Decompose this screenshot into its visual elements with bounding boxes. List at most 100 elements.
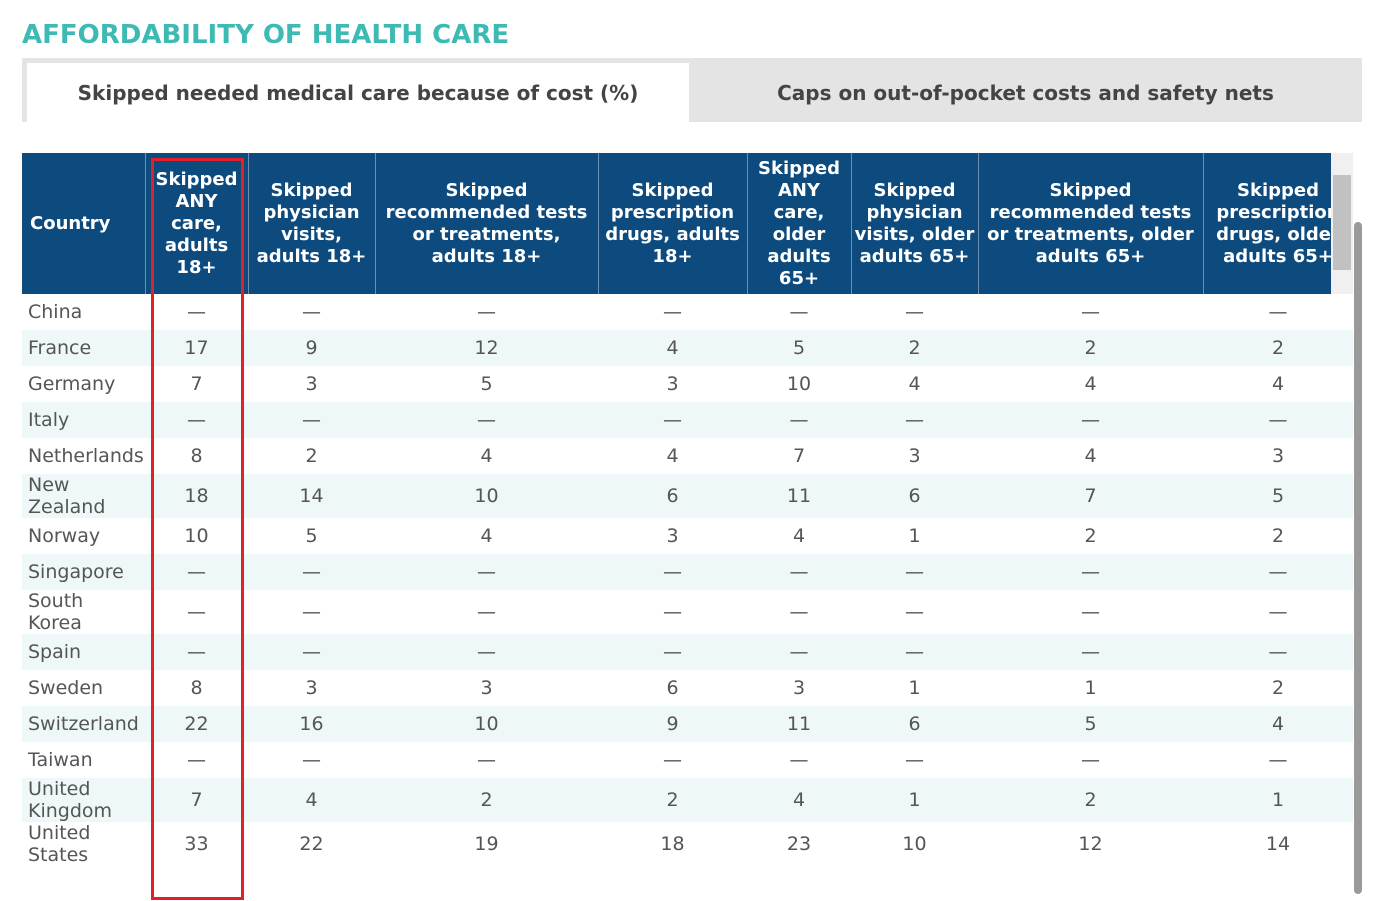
value-cell: 10 xyxy=(786,373,812,395)
value-cell: 2 xyxy=(1084,525,1097,547)
tab-bar: Skipped needed medical care because of c… xyxy=(22,58,1362,122)
value-cell: 1 xyxy=(851,778,978,822)
value-cell: 12 xyxy=(1078,833,1103,855)
column-header: Skipped prescription drugs, adults 18+ xyxy=(598,153,748,294)
value-cell: 23 xyxy=(786,833,812,855)
tab[interactable]: Skipped needed medical care because of c… xyxy=(27,63,689,122)
table-row: United Kingdom 7 4 2 2 4 1 2 1 xyxy=(22,778,1353,822)
value-cell: 8 xyxy=(190,677,203,699)
value-cell: 2 xyxy=(305,445,318,467)
table-container: Country Skipped ANY care, adults 18+ Skipp… xyxy=(22,153,1353,901)
value-cell: 2 xyxy=(598,778,747,822)
table-row: Sweden 8 3 3 6 3 1 1 2 xyxy=(22,670,1353,706)
value-cell: — xyxy=(145,402,248,438)
value-cell: — xyxy=(1081,749,1100,771)
data-table: Country Skipped ANY care, adults 18+ Skipp… xyxy=(22,153,1353,866)
value-cell: — xyxy=(851,554,978,590)
page-title: AFFORDABILITY OF HEALTH CARE xyxy=(22,20,510,50)
country-cell: Taiwan xyxy=(28,749,93,771)
value-cell: — xyxy=(1268,749,1288,771)
tab[interactable]: Caps on out-of-pocket costs and safety n… xyxy=(777,80,1274,105)
value-cell: — xyxy=(598,554,747,590)
country-cell: South Korea xyxy=(28,590,84,634)
value-cell: 4 xyxy=(747,778,851,822)
value-cell: 11 xyxy=(747,474,851,518)
country-cell: Singapore xyxy=(22,554,145,590)
value-cell: 5 xyxy=(747,330,851,366)
column-header: Country xyxy=(22,153,146,294)
value-cell: — xyxy=(1268,301,1288,323)
value-cell: 14 xyxy=(248,474,375,518)
value-cell: — xyxy=(477,601,496,623)
column-header: Skipped recommended tests or treatments,… xyxy=(978,153,1204,294)
value-cell: 1 xyxy=(908,677,921,699)
country-cell: Germany xyxy=(28,373,116,395)
value-cell: 7 xyxy=(792,445,806,467)
value-cell: 3 xyxy=(666,373,679,395)
value-cell: 6 xyxy=(598,474,747,518)
value-cell: 3 xyxy=(908,445,921,467)
value-cell: 18 xyxy=(145,474,248,518)
column-header: Skipped physician visits, adults 18+ xyxy=(248,153,376,294)
value-cell: 5 xyxy=(978,706,1203,742)
value-cell: 1 xyxy=(908,525,921,547)
value-cell: 10 xyxy=(902,833,927,855)
value-cell: 2 xyxy=(1271,677,1285,699)
value-cell: 5 xyxy=(1203,474,1353,518)
value-cell: 4 xyxy=(1084,373,1097,395)
value-cell: — xyxy=(375,634,598,670)
value-cell: 4 xyxy=(792,525,806,547)
country-cell: Switzerland xyxy=(22,706,145,742)
value-cell: — xyxy=(1081,301,1100,323)
value-cell: 18 xyxy=(660,833,685,855)
value-cell: — xyxy=(187,601,206,623)
column-header: Skipped physician visits, older adults 6… xyxy=(851,153,979,294)
country-cell: United Kingdom xyxy=(22,778,145,822)
value-cell: 2 xyxy=(1203,330,1353,366)
value-cell: 12 xyxy=(375,330,598,366)
country-cell: France xyxy=(22,330,145,366)
value-cell: — xyxy=(248,554,375,590)
scrollbar[interactable] xyxy=(1354,222,1362,894)
value-cell: 9 xyxy=(598,706,747,742)
value-cell: — xyxy=(302,601,321,623)
country-cell: United States xyxy=(28,822,91,866)
value-cell: 7 xyxy=(145,778,248,822)
value-cell: — xyxy=(598,634,747,670)
value-cell: — xyxy=(747,554,851,590)
country-cell: Spain xyxy=(22,634,145,670)
country-cell: Italy xyxy=(22,402,145,438)
value-cell: — xyxy=(375,402,598,438)
value-cell: 6 xyxy=(666,677,679,699)
table-row: Singapore — — — — — — — — xyxy=(22,554,1353,590)
value-cell: — xyxy=(747,402,851,438)
table-row: France 17 9 12 4 5 2 2 2 xyxy=(22,330,1353,366)
value-cell: 5 xyxy=(480,373,493,395)
column-header: Skipped ANY care, adults 18+ xyxy=(145,153,249,294)
value-cell: — xyxy=(145,554,248,590)
value-cell: — xyxy=(978,554,1203,590)
table-body: China — — — — — — — — France 17 9 12 4 5 2 2 2 Germany 7 3 5 3… xyxy=(22,294,1353,866)
value-cell: 4 xyxy=(666,445,679,467)
value-cell: 1 xyxy=(1084,677,1097,699)
table-row: Netherlands 8 2 4 4 7 3 4 3 xyxy=(22,438,1353,474)
value-cell: 4 xyxy=(480,525,493,547)
value-cell: 7 xyxy=(190,373,203,395)
country-cell: Sweden xyxy=(28,677,104,699)
value-cell: 2 xyxy=(978,330,1203,366)
country-cell: New Zealand xyxy=(22,474,145,518)
table-row: Taiwan — — — — — — — — xyxy=(22,742,1353,778)
scroll-thumb[interactable] xyxy=(1333,175,1351,270)
header-scrollbar[interactable] xyxy=(1331,153,1353,294)
value-cell: 9 xyxy=(248,330,375,366)
value-cell: — xyxy=(851,634,978,670)
value-cell: — xyxy=(1268,601,1288,623)
value-cell: 2 xyxy=(978,778,1203,822)
value-cell: — xyxy=(905,601,924,623)
value-cell: 4 xyxy=(908,373,921,395)
value-cell: 4 xyxy=(1084,445,1097,467)
table-row: Germany 7 3 5 3 10 4 4 4 xyxy=(22,366,1353,402)
value-cell: 14 xyxy=(1265,833,1291,855)
value-cell: 10 xyxy=(375,474,598,518)
